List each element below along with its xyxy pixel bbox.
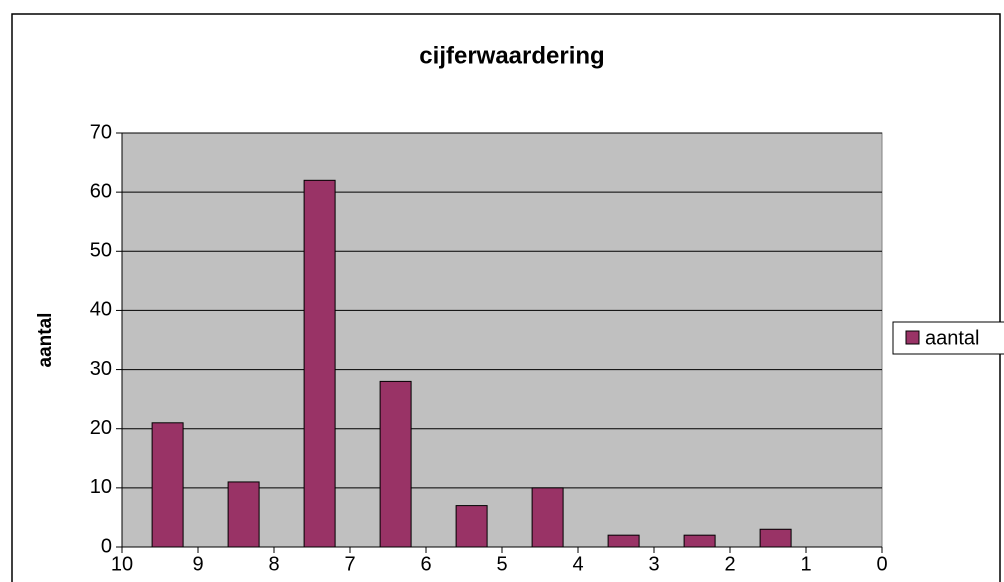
legend-swatch [905, 330, 920, 345]
x-tick-label: 10 [111, 553, 133, 575]
y-tick-label: 20 [90, 417, 112, 439]
y-tick-label: 60 [90, 180, 112, 202]
x-tick-label: 8 [268, 553, 279, 575]
bar [607, 534, 640, 548]
x-tick-label: 4 [572, 553, 583, 575]
x-tick-label: 5 [496, 553, 507, 575]
bar [455, 505, 488, 548]
bar [379, 380, 412, 548]
y-tick-label: 0 [101, 535, 112, 557]
y-axis-label: aantal [35, 313, 56, 368]
bar [759, 528, 792, 548]
x-tick-label: 2 [724, 553, 735, 575]
bar [151, 422, 184, 548]
x-tick-label: 1 [800, 553, 811, 575]
legend-label: aantal [925, 327, 980, 349]
x-tick-label: 6 [420, 553, 431, 575]
x-tick-label: 9 [192, 553, 203, 575]
y-tick-label: 30 [90, 358, 112, 380]
y-tick-label: 10 [90, 476, 112, 498]
x-tick-label: 0 [876, 553, 887, 575]
bar [303, 179, 336, 548]
y-tick-label: 40 [90, 299, 112, 321]
x-tick-label: 3 [648, 553, 659, 575]
y-tick-label: 50 [90, 240, 112, 262]
y-tick-label: 70 [90, 121, 112, 143]
bar [531, 487, 564, 548]
bar [227, 481, 260, 548]
x-tick-label: 7 [344, 553, 355, 575]
plot-area [121, 132, 883, 548]
bar [683, 534, 716, 548]
chart-title: cijferwaardering [419, 42, 604, 69]
